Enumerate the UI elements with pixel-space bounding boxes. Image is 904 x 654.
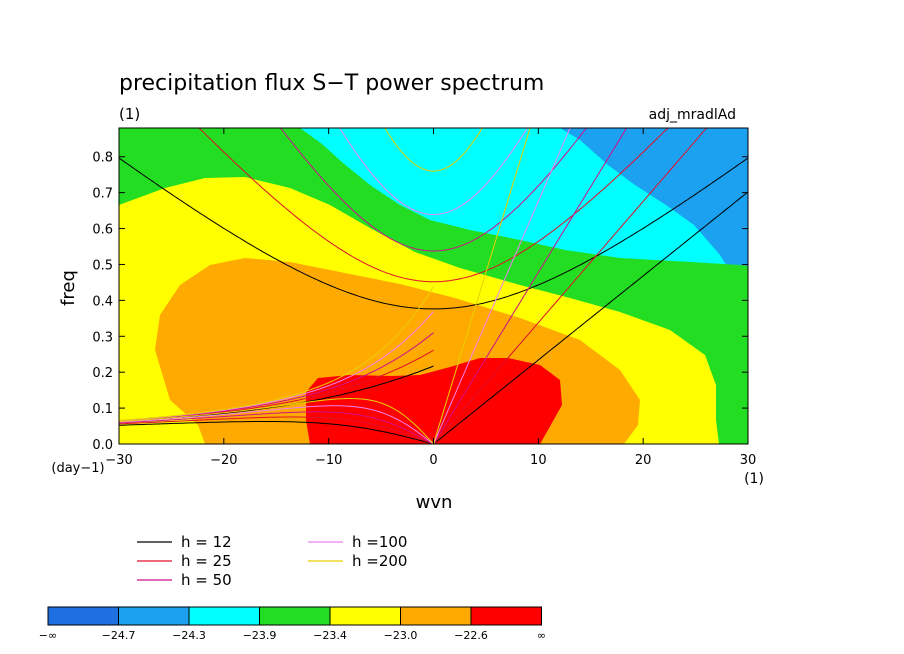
colorbar-label: −22.6 [454, 629, 488, 642]
colorbar-swatch [188, 606, 260, 626]
dispersion-curve-kelvin [433, 128, 571, 444]
colorbar-label: −23.9 [243, 629, 277, 642]
colorbar-label: −23.4 [313, 629, 347, 642]
dispersion-curve-ig [339, 128, 528, 216]
dispersion-curve-ig [279, 128, 588, 252]
dispersion-curve-ig [119, 157, 748, 310]
y-tick-label: 0.6 [92, 223, 113, 238]
chart-subtitle-left: (1) [119, 105, 140, 123]
dispersion-curve-ig [384, 128, 483, 172]
dispersion-curve-er [119, 416, 434, 444]
dispersion-curve-group [119, 128, 748, 444]
chart-title: precipitation flux S−T power spectrum [119, 71, 544, 96]
y-tick-label: 0.3 [92, 330, 113, 345]
y-tick-label: 0.0 [92, 438, 113, 453]
x-tick-label: −30 [105, 453, 132, 468]
y-axis: 0.0 0.1 0.2 0.3 0.4 0.5 0.6 0.7 0.8 [92, 151, 748, 453]
legend-label: h =100 [352, 533, 407, 551]
legend-label: h = 12 [181, 533, 232, 551]
y-axis-label: freq [58, 270, 79, 306]
x-axis: −30 −20 −10 0 10 20 30 [105, 128, 756, 468]
dispersion-curve-er [119, 421, 434, 444]
colorbar-swatch [400, 606, 472, 626]
x-tick-label: 0 [429, 453, 437, 468]
x-tick-label: −20 [210, 453, 237, 468]
y-tick-label: 0.8 [92, 151, 113, 166]
contour-fill-group [119, 128, 748, 444]
colorbar-swatch [470, 606, 542, 626]
colorbar-swatch [259, 606, 331, 626]
dispersion-curve-kelvin [433, 128, 628, 444]
colorbar-label: −∞ [39, 629, 57, 642]
colorbar-swatch [118, 606, 190, 626]
legend-label: h = 50 [181, 571, 232, 589]
x-tick-label: 20 [635, 453, 652, 468]
y-axis-unit: (day−1) [51, 461, 104, 476]
dispersion-curve-er [119, 398, 434, 444]
contour-band-minus-22.6 [306, 358, 562, 444]
dispersion-curve-mrg [119, 286, 434, 421]
colorbar-swatch [329, 606, 401, 626]
legend-label: h = 25 [181, 552, 232, 570]
x-axis-label: wvn [416, 492, 453, 513]
colorbar-label: −23.0 [384, 629, 418, 642]
y-tick-label: 0.1 [92, 402, 113, 417]
dispersion-curve-kelvin [433, 128, 708, 444]
x-tick-label: 30 [740, 453, 757, 468]
x-tick-label: 10 [530, 453, 547, 468]
x-tick-label: −10 [315, 453, 342, 468]
dispersion-curve-er [119, 411, 434, 444]
dispersion-curve-er [119, 405, 434, 444]
dispersion-curve-ig [198, 128, 669, 283]
chart-subtitle-right: adj_mradlAd [649, 107, 736, 123]
dispersion-curve-kelvin [433, 128, 531, 444]
colorbar-label: −24.7 [102, 629, 136, 642]
y-tick-label: 0.5 [92, 258, 113, 273]
legend-label: h =200 [352, 552, 407, 570]
y-tick-label: 0.7 [92, 187, 113, 202]
colorbar-label: −24.3 [172, 629, 206, 642]
colorbar: −∞ −24.7 −24.3 −23.9 −23.4 −23.0 −22.6 ∞ [39, 606, 546, 642]
x-axis-unit: (1) [744, 471, 764, 487]
colorbar-label: ∞ [537, 629, 546, 642]
y-tick-label: 0.4 [92, 294, 113, 309]
colorbar-swatch [47, 606, 119, 626]
dispersion-curve-kelvin [433, 191, 748, 444]
y-tick-label: 0.2 [92, 366, 113, 381]
